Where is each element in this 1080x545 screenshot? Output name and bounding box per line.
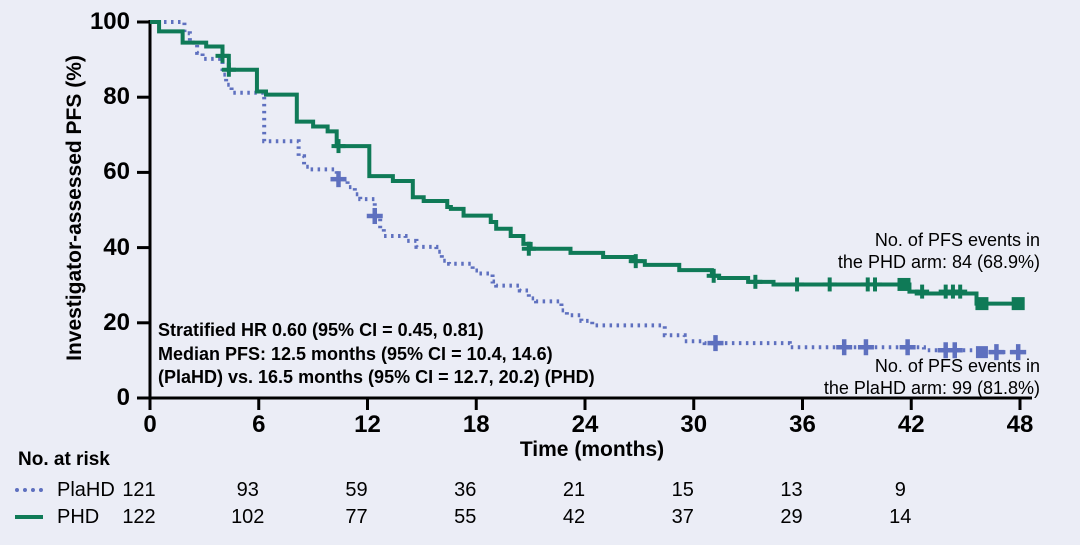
stats-line-median: Median PFS: 12.5 months (95% CI = 10.4, … (158, 343, 553, 364)
risk-count-plahd-m42: 9 (894, 479, 906, 501)
y-tick-label: 0 (116, 384, 130, 411)
stats-line-hr: Stratified HR 0.60 (95% CI = 0.45, 0.81) (158, 320, 484, 340)
stats-line-comparison: (PlaHD) vs. 16.5 months (95% CI = 12.7, … (158, 367, 595, 387)
phd-events-annotation: No. of PFS events in the PHD arm: 84 (68… (838, 229, 1040, 273)
y-tick-label: 40 (103, 233, 130, 261)
plahd-events-line2: the PlaHD arm: 99 (81.8%) (823, 378, 1040, 398)
risk-table-title: No. at risk (18, 449, 110, 470)
plahd-curve (150, 20, 1020, 355)
plahd-events-line1: No. of PFS events in (874, 356, 1040, 376)
plahd-censor-square (975, 346, 988, 359)
risk-count-plahd-m30: 15 (671, 479, 694, 501)
risk-count-plahd-m12: 59 (345, 479, 368, 501)
phd-censor-square (975, 297, 989, 311)
x-tick-label: 18 (462, 411, 490, 438)
y-tick-label: 80 (103, 83, 130, 111)
phd-censor-square (897, 277, 911, 291)
phd-legend-label: PHD (57, 506, 100, 528)
risk-count-phd-m6: 102 (231, 506, 265, 528)
risk-count-plahd-m36: 13 (780, 479, 803, 501)
x-tick-label: 0 (143, 411, 157, 438)
risk-count-phd-m12: 77 (345, 506, 368, 528)
x-tick-label: 12 (354, 411, 381, 438)
risk-count-phd-m42: 14 (889, 506, 912, 528)
x-tick-label: 24 (571, 411, 599, 438)
plahd-legend-label: PlaHD (57, 479, 115, 501)
x-tick-label: 42 (897, 411, 925, 438)
y-tick-label: 60 (103, 158, 130, 186)
risk-count-phd-m0: 122 (122, 506, 156, 528)
x-tick-label: 6 (252, 411, 266, 438)
plahd-events-annotation: No. of PFS events in the PlaHD arm: 99 (… (824, 355, 1040, 399)
x-tick-label: 48 (1006, 411, 1034, 438)
phd-legend-swatch-solid-line (15, 515, 43, 519)
plahd-legend-swatch-dotted-line (15, 488, 43, 492)
x-axis-title: Time (months) (519, 438, 665, 461)
phd-events-line2: the PHD arm: 84 (68.9%) (837, 252, 1040, 272)
risk-count-plahd-m0: 121 (122, 479, 156, 501)
phd-events-line1: No. of PFS events in (874, 230, 1040, 250)
risk-count-phd-m36: 29 (780, 506, 803, 528)
y-tick-label: 100 (89, 8, 130, 35)
x-tick-label: 36 (789, 411, 816, 438)
risk-count-plahd-m24: 21 (562, 479, 586, 501)
x-tick-label: 30 (680, 411, 708, 438)
phd-censor-square (1011, 297, 1025, 311)
risk-count-plahd-m6: 93 (236, 479, 259, 501)
risk-count-phd-m18: 55 (454, 506, 477, 528)
risk-count-phd-m30: 37 (671, 506, 694, 528)
stats-annotation: Stratified HR 0.60 (95% CI = 0.45, 0.81)… (158, 319, 595, 390)
risk-count-plahd-m18: 36 (454, 479, 477, 501)
y-tick-label: 20 (103, 308, 130, 336)
risk-count-phd-m24: 42 (562, 506, 586, 528)
